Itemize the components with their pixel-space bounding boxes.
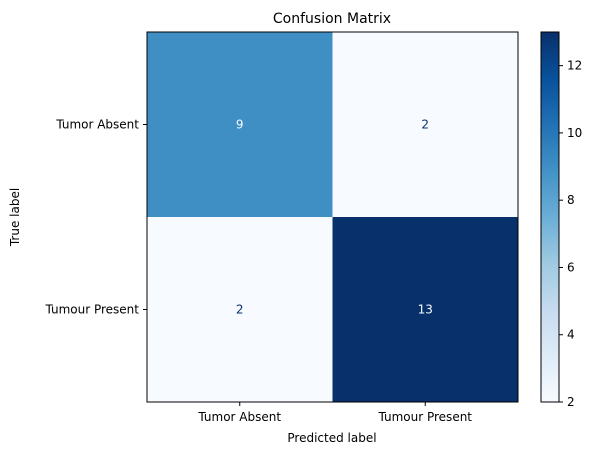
chart-title: Confusion Matrix (273, 11, 391, 27)
colorbar-tick-label: 4 (567, 328, 575, 342)
cell-value: 2 (236, 303, 244, 317)
heatmap-cell (332, 32, 518, 217)
heatmap-cell (147, 32, 333, 217)
colorbar-tick-label: 2 (567, 395, 575, 409)
y-tick-label: Tumor Absent (55, 118, 139, 132)
plot-frame (146, 31, 519, 403)
y-tick-label: Tumour Present (44, 303, 139, 317)
x-axis-label: Predicted label (287, 431, 376, 445)
colorbar-tick-label: 6 (567, 260, 575, 274)
cell-value-labels: 9 2 2 13 (236, 118, 433, 317)
x-tick-label: Tumour Present (377, 410, 472, 424)
y-axis-label: True label (8, 188, 22, 247)
colorbar (540, 31, 560, 403)
colorbar-tick-label: 10 (567, 126, 582, 140)
cell-value: 9 (236, 118, 244, 132)
colorbar-ticks: 2 4 6 8 10 12 (559, 59, 582, 409)
cell-value: 13 (418, 303, 433, 317)
y-axis-ticks: Tumor Absent Tumour Present (44, 118, 147, 317)
colorbar-tick-label: 12 (567, 59, 582, 73)
colorbar-tick-label: 8 (567, 193, 575, 207)
x-tick-label: Tumor Absent (197, 410, 281, 424)
heatmap-cells (147, 32, 518, 402)
heatmap-cell (147, 217, 333, 402)
x-axis-ticks: Tumor Absent Tumour Present (197, 402, 472, 424)
heatmap-cell (332, 217, 518, 402)
cell-value: 2 (421, 118, 429, 132)
